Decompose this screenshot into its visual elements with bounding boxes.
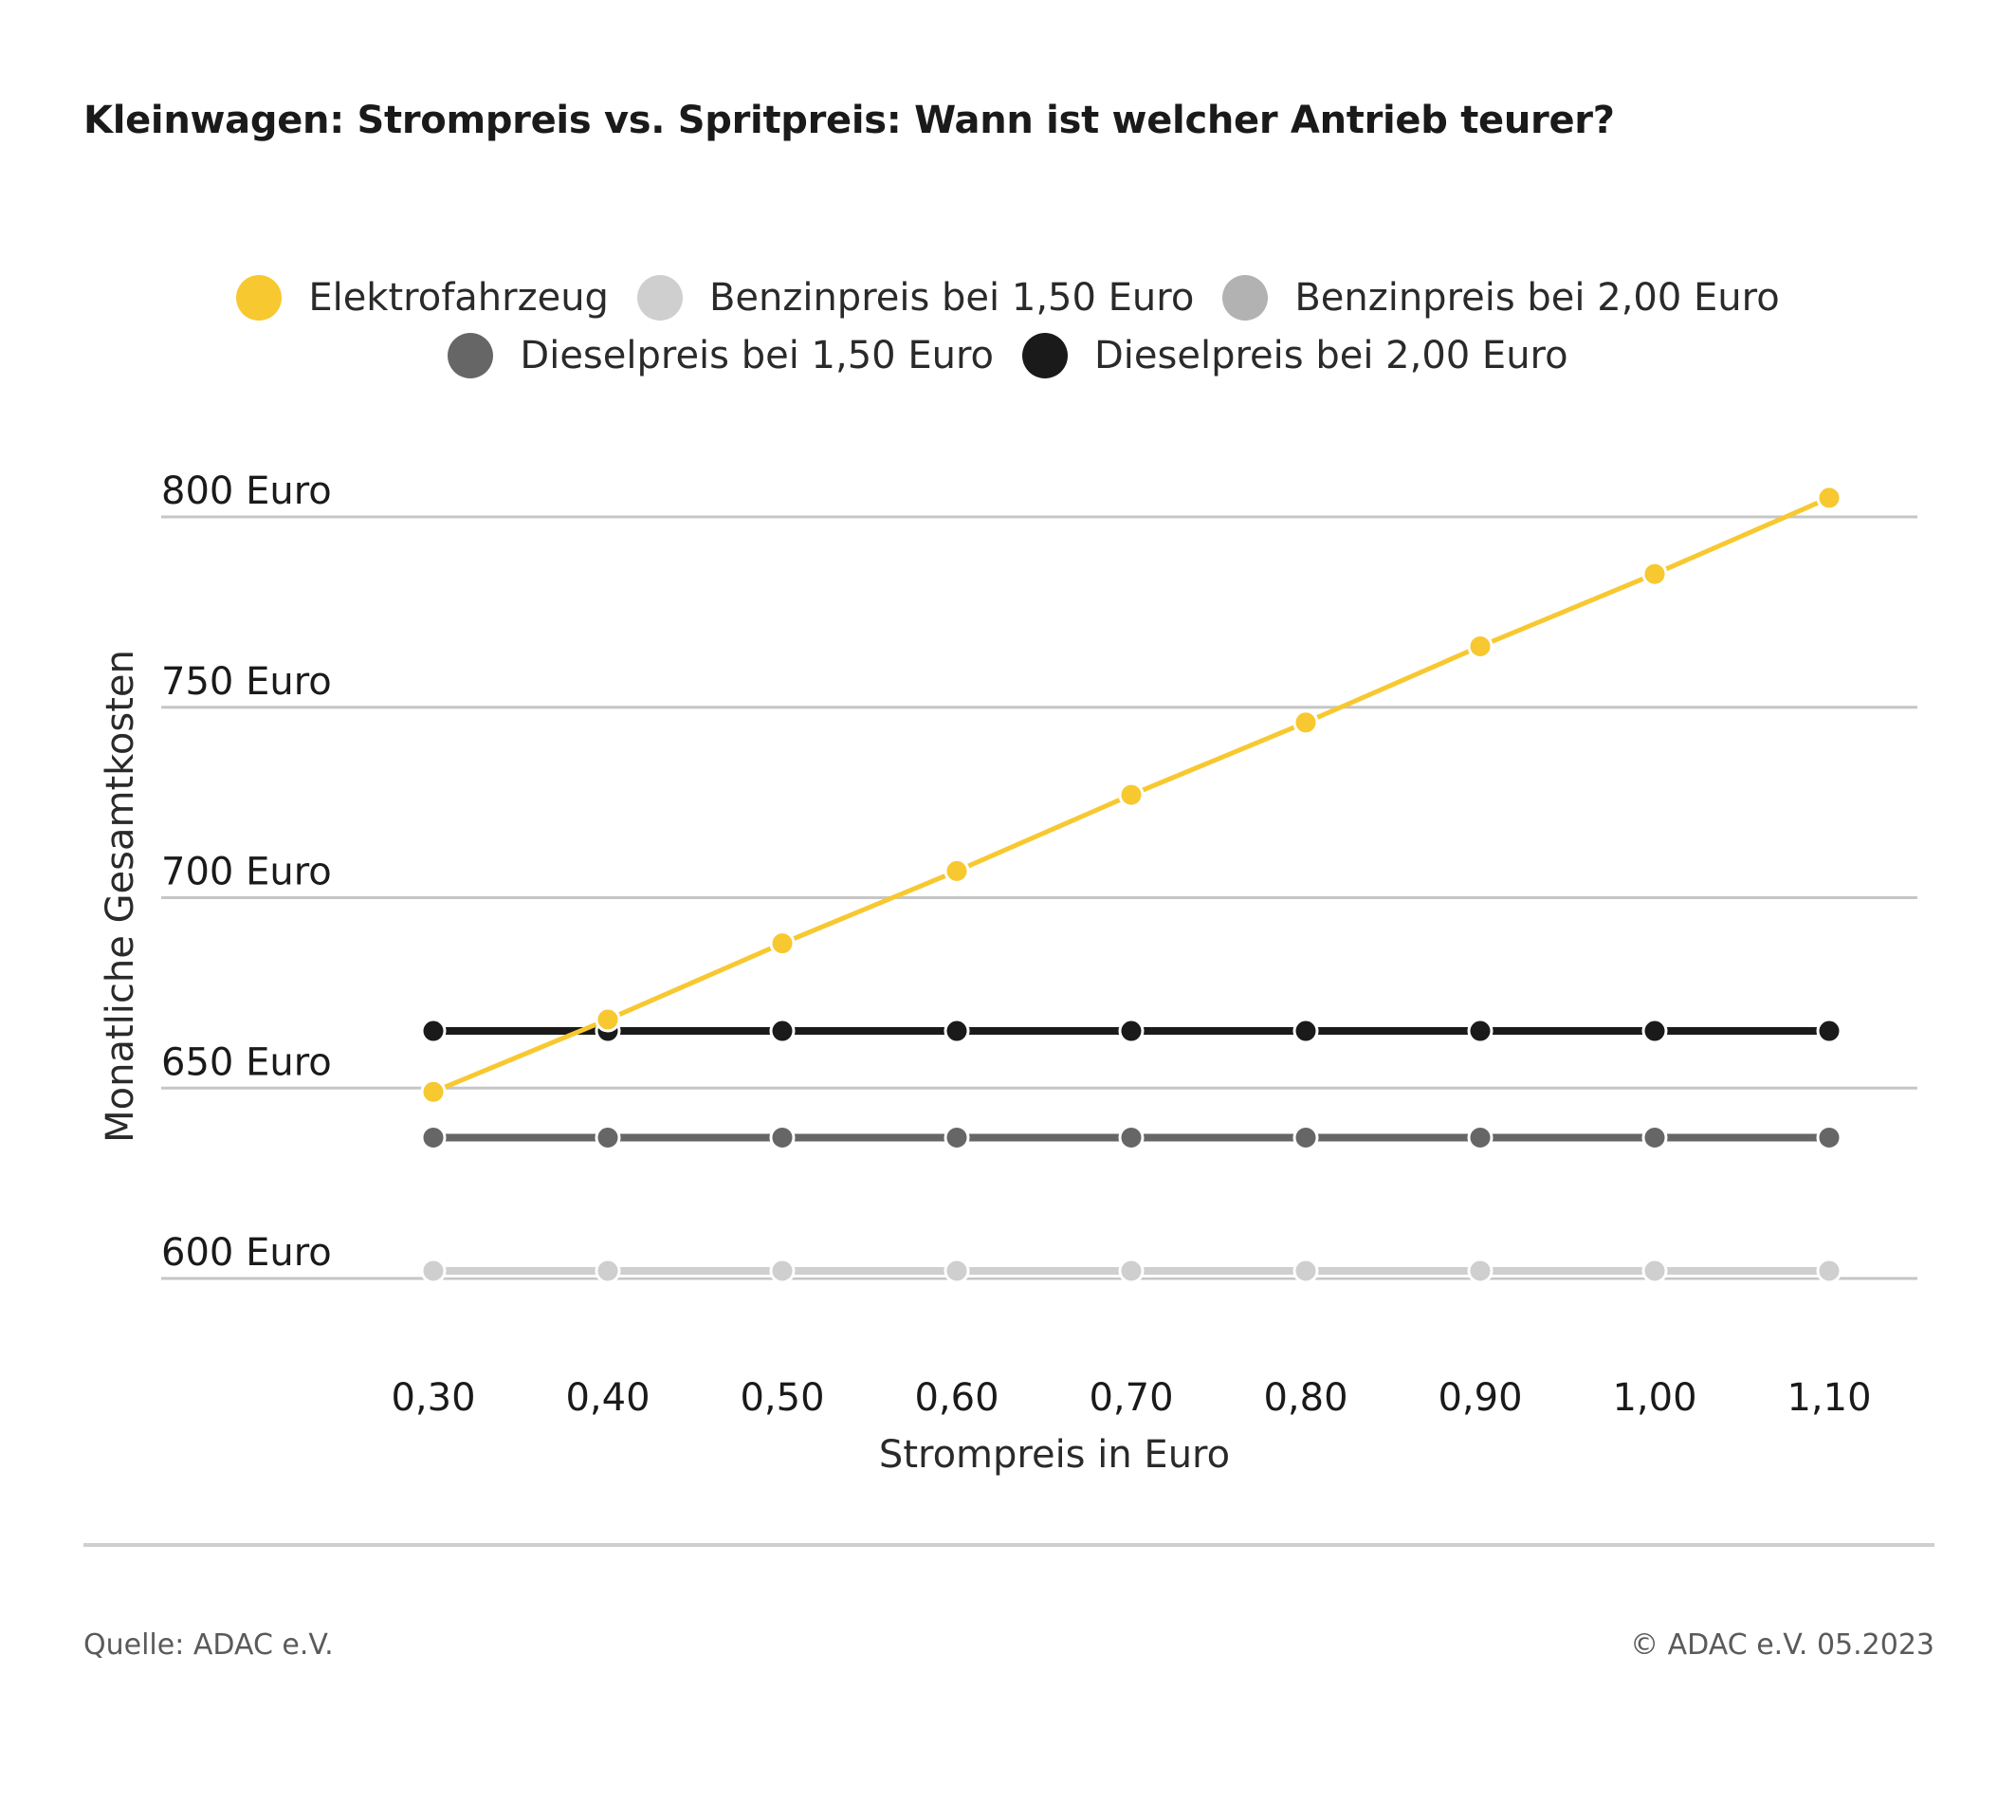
legend-dot-diesel-200 — [1022, 333, 1068, 378]
y-tick-label-650: 650 Euro — [161, 1040, 332, 1084]
series-0-point-0 — [420, 1078, 447, 1105]
legend-dot-benzin-150 — [636, 275, 683, 321]
y-tick-labels: 600 Euro 650 Euro 700 Euro 750 Euro 800 Euro — [161, 469, 332, 1275]
grid-lines — [161, 515, 1917, 1280]
series-0-point-6 — [1467, 634, 1494, 660]
series-0-point-2 — [769, 930, 796, 957]
series-4-point-5 — [1292, 1018, 1319, 1044]
x-tick-label-8: 1,10 — [1787, 1376, 1871, 1420]
legend-item-elektro: Elektrofahrzeug — [236, 275, 609, 321]
legend-dot-diesel-150 — [448, 333, 494, 378]
legend-row-1: Elektrofahrzeug Benzinpreis bei 1,50 Eur… — [0, 275, 2016, 321]
x-tick-label-2: 0,50 — [740, 1376, 824, 1420]
x-tick-labels: 0,30 0,40 0,50 0,60 0,70 0,80 0,90 1,00 1,10 — [391, 1376, 1871, 1420]
series-4-point-7 — [1641, 1018, 1668, 1044]
legend-label-diesel-150: Dieselpreis bei 1,50 Euro — [520, 334, 994, 377]
copyright-note: © ADAC e.V. 05.2023 — [1630, 1628, 1934, 1662]
legend-item-benzin-150: Benzinpreis bei 1,50 Euro — [636, 275, 1195, 321]
series-3-point-0 — [420, 1124, 447, 1150]
x-tick-label-4: 0,70 — [1089, 1376, 1173, 1420]
y-tick-label-600: 600 Euro — [161, 1231, 332, 1275]
series-4 — [420, 1018, 1842, 1044]
x-tick-label-0: 0,30 — [391, 1376, 475, 1420]
series-3-point-6 — [1467, 1124, 1494, 1150]
legend-row-2: Dieselpreis bei 1,50 Euro Dieselpreis be… — [0, 333, 2016, 378]
legend-item-diesel-150: Dieselpreis bei 1,50 Euro — [448, 333, 994, 378]
x-tick-label-1: 0,40 — [565, 1376, 650, 1420]
legend-item-diesel-200: Dieselpreis bei 2,00 Euro — [1022, 333, 1568, 378]
legend-label-benzin-150: Benzinpreis bei 1,50 Euro — [708, 276, 1195, 320]
series-4-point-4 — [1118, 1018, 1145, 1044]
series-1 — [420, 1258, 1842, 1284]
legend-dot-benzin-200 — [1222, 275, 1269, 321]
source-note: Quelle: ADAC e.V. — [83, 1628, 334, 1662]
y-tick-label-750: 750 Euro — [161, 660, 332, 704]
series-4-point-2 — [769, 1018, 796, 1044]
series-4-point-6 — [1467, 1018, 1494, 1044]
legend-label-diesel-200: Dieselpreis bei 2,00 Euro — [1094, 334, 1568, 377]
legend-label-benzin-200: Benzinpreis bei 2,00 Euro — [1294, 276, 1780, 320]
series-1-point-0 — [420, 1258, 447, 1284]
series-3-point-3 — [944, 1124, 970, 1150]
series-3-point-8 — [1816, 1124, 1842, 1150]
series-1-point-5 — [1292, 1258, 1319, 1284]
series-0-point-5 — [1292, 709, 1319, 736]
series-3-point-4 — [1118, 1124, 1145, 1150]
series-1-point-6 — [1467, 1258, 1494, 1284]
x-tick-label-3: 0,60 — [914, 1376, 999, 1420]
x-tick-label-5: 0,80 — [1263, 1376, 1347, 1420]
legend-item-benzin-200: Benzinpreis bei 2,00 Euro — [1222, 275, 1780, 321]
series-4-point-8 — [1816, 1018, 1842, 1044]
series-1-point-1 — [595, 1258, 621, 1284]
series-1-point-8 — [1816, 1258, 1842, 1284]
series-1-point-3 — [944, 1258, 970, 1284]
legend-dot-elektro — [236, 275, 283, 321]
series-0-point-1 — [595, 1006, 621, 1033]
series-0-point-7 — [1641, 561, 1668, 587]
series-0-point-8 — [1816, 485, 1842, 511]
series-4-point-0 — [420, 1018, 447, 1044]
x-tick-label-6: 0,90 — [1438, 1376, 1522, 1420]
y-axis-title: Monatliche Gesamtkosten — [99, 650, 142, 1143]
y-tick-label-800: 800 Euro — [161, 469, 332, 513]
series-4-point-3 — [944, 1018, 970, 1044]
series-3 — [420, 1124, 1842, 1150]
series-3-point-7 — [1641, 1124, 1668, 1150]
series-1-point-2 — [769, 1258, 796, 1284]
x-axis-title: Strompreis in Euro — [879, 1433, 1230, 1477]
series-lines — [420, 485, 1842, 1284]
series-3-point-5 — [1292, 1124, 1319, 1150]
y-tick-label-700: 700 Euro — [161, 851, 332, 894]
series-1-point-7 — [1641, 1258, 1668, 1284]
series-0 — [420, 485, 1842, 1105]
footer-divider — [83, 1543, 1934, 1547]
legend-label-elektro: Elektrofahrzeug — [308, 276, 609, 320]
series-0-point-3 — [944, 857, 970, 884]
series-3-point-2 — [769, 1124, 796, 1150]
series-0-point-4 — [1118, 781, 1145, 808]
series-3-point-1 — [595, 1124, 621, 1150]
chart-title: Kleinwagen: Strompreis vs. Spritpreis: W… — [83, 99, 1615, 142]
x-tick-label-7: 1,00 — [1612, 1376, 1696, 1420]
series-1-point-4 — [1118, 1258, 1145, 1284]
